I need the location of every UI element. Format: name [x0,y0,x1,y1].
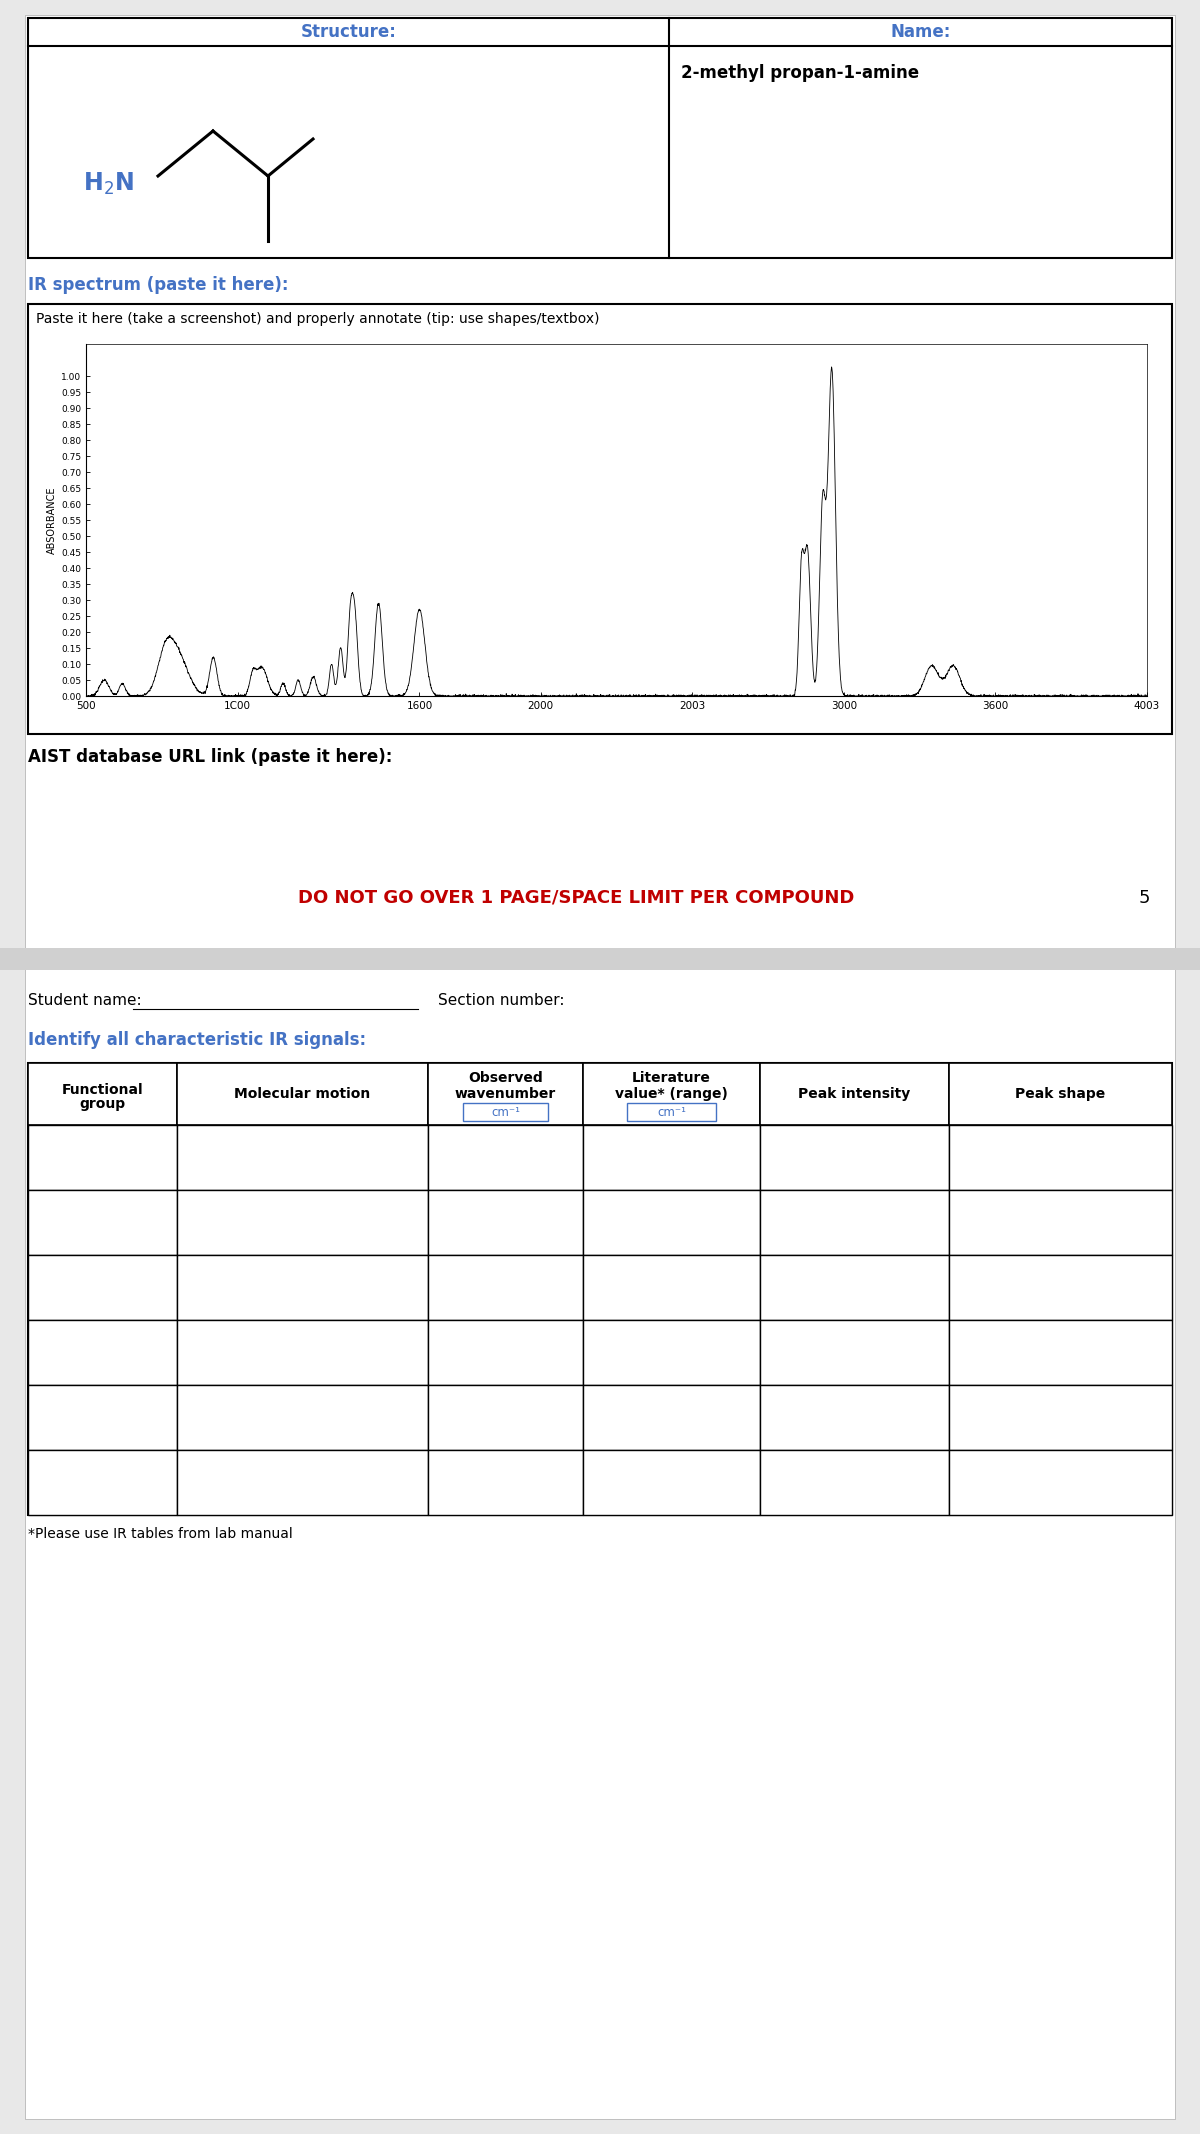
Bar [176,1321,428,1385]
Bar [428,1321,583,1385]
Bar [949,1321,1172,1385]
Text: Section number:: Section number: [438,992,564,1007]
Text: wavenumber: wavenumber [455,1086,557,1101]
Bar [949,1255,1172,1321]
Text: 5: 5 [1139,890,1150,907]
Bar [628,1103,716,1120]
Bar [176,1449,428,1515]
Bar [28,1449,176,1515]
Bar [0,947,1200,971]
Bar [428,1063,583,1125]
Bar [28,303,1172,734]
Bar [760,1191,949,1255]
Bar [428,1191,583,1255]
Text: group: group [79,1097,126,1112]
Text: Observed: Observed [468,1071,542,1084]
Bar [28,1063,1172,1515]
Bar [28,17,1172,258]
Bar [583,1321,760,1385]
Bar [949,1449,1172,1515]
Text: Identify all characteristic IR signals:: Identify all characteristic IR signals: [28,1031,366,1050]
Y-axis label: ABSORBANCE: ABSORBANCE [47,487,56,553]
Bar [176,1063,428,1125]
Text: DO NOT GO OVER 1 PAGE/SPACE LIMIT PER COMPOUND: DO NOT GO OVER 1 PAGE/SPACE LIMIT PER CO… [298,890,854,907]
Bar [583,1191,760,1255]
Bar [428,1255,583,1321]
Bar [176,1385,428,1449]
Bar [428,1385,583,1449]
Text: 2-methyl propan-1-amine: 2-methyl propan-1-amine [680,64,919,81]
Bar [28,1191,176,1255]
Bar [760,1385,949,1449]
Text: Student name:: Student name: [28,992,142,1007]
Text: AIST database URL link (paste it here):: AIST database URL link (paste it here): [28,749,392,766]
Bar [428,1449,583,1515]
Bar [428,1125,583,1191]
Text: Literature: Literature [632,1071,710,1084]
Bar [176,1125,428,1191]
Bar [760,1321,949,1385]
Text: value* (range): value* (range) [616,1086,728,1101]
Bar [176,1255,428,1321]
Bar [760,1063,949,1125]
Bar [583,1125,760,1191]
Text: Paste it here (take a screenshot) and properly annotate (tip: use shapes/textbox: Paste it here (take a screenshot) and pr… [36,312,600,327]
Bar [760,1255,949,1321]
Bar [28,1255,176,1321]
Bar [583,1449,760,1515]
Bar [760,1449,949,1515]
Bar [28,1125,176,1191]
Bar [949,1191,1172,1255]
Bar [949,1125,1172,1191]
Bar [28,1321,176,1385]
Text: cm⁻¹: cm⁻¹ [491,1105,520,1118]
Bar [760,1125,949,1191]
Text: Name:: Name: [890,23,950,41]
Text: Structure:: Structure: [300,23,396,41]
Text: Peak shape: Peak shape [1015,1086,1105,1101]
Text: *Please use IR tables from lab manual: *Please use IR tables from lab manual [28,1528,293,1541]
Bar [176,1191,428,1255]
Bar [583,1385,760,1449]
Text: Peak intensity: Peak intensity [798,1086,911,1101]
Text: cm⁻¹: cm⁻¹ [658,1105,686,1118]
Bar [463,1103,548,1120]
Text: Functional: Functional [61,1082,143,1097]
Text: Molecular motion: Molecular motion [234,1086,371,1101]
Bar [28,1385,176,1449]
Bar [949,1063,1172,1125]
Text: H$_2$N: H$_2$N [83,171,134,196]
Bar [583,1255,760,1321]
Text: IR spectrum (paste it here):: IR spectrum (paste it here): [28,275,288,294]
Bar [583,1063,760,1125]
Bar [28,1063,176,1125]
Bar [949,1385,1172,1449]
